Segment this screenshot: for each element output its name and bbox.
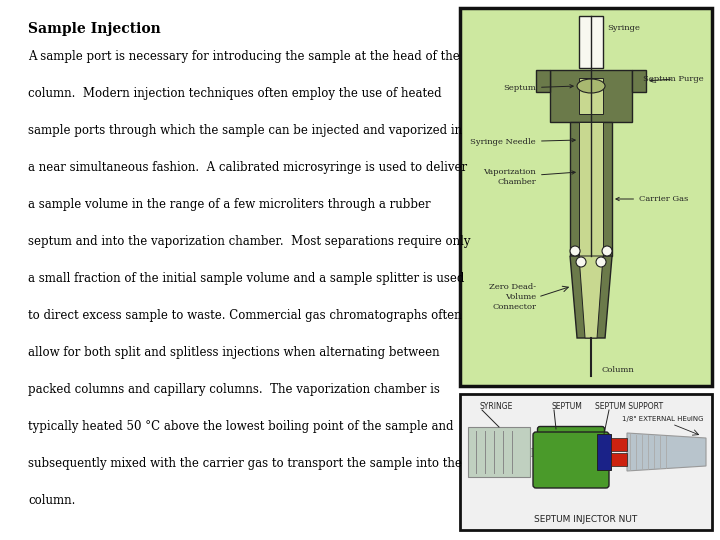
Text: Syringe: Syringe — [607, 24, 640, 32]
Text: SEPTUM: SEPTUM — [552, 402, 583, 411]
Circle shape — [602, 246, 612, 256]
Ellipse shape — [577, 79, 605, 93]
Bar — [468, 427, 530, 477]
Bar — [579, 78, 603, 114]
Text: Carrier Gas: Carrier Gas — [616, 195, 688, 203]
Text: sample ports through which the sample can be injected and vaporized in: sample ports through which the sample ca… — [28, 124, 462, 137]
Text: 1/8" EXTERNAL HEᴜING: 1/8" EXTERNAL HEᴜING — [623, 416, 704, 422]
Text: Zero Dead-
Volume
Connector: Zero Dead- Volume Connector — [489, 282, 536, 312]
Bar — [550, 70, 632, 122]
Text: SEPTUM INJECTOR NUT: SEPTUM INJECTOR NUT — [534, 515, 638, 524]
Text: Column: Column — [601, 366, 634, 374]
Text: typically heated 50 °C above the lowest boiling point of the sample and: typically heated 50 °C above the lowest … — [28, 420, 454, 433]
Polygon shape — [570, 256, 612, 338]
Text: SEPTUM SUPPORT: SEPTUM SUPPORT — [595, 402, 663, 411]
Text: Septum Purge: Septum Purge — [643, 75, 703, 83]
Bar — [536, 70, 550, 92]
Bar — [570, 122, 612, 256]
Text: Sample Injection: Sample Injection — [28, 22, 161, 36]
Text: septum and into the vaporization chamber.  Most separations require only: septum and into the vaporization chamber… — [28, 235, 470, 248]
Bar — [597, 434, 611, 470]
Polygon shape — [579, 256, 603, 338]
Text: SYRINGE: SYRINGE — [480, 402, 513, 411]
Bar — [460, 8, 712, 386]
Bar — [579, 122, 603, 256]
Text: a near simultaneous fashion.  A calibrated microsyringe is used to deliver: a near simultaneous fashion. A calibrate… — [28, 161, 467, 174]
Text: Septum: Septum — [503, 84, 573, 92]
Text: to direct excess sample to waste. Commercial gas chromatographs often: to direct excess sample to waste. Commer… — [28, 309, 462, 322]
Text: a small fraction of the initial sample volume and a sample splitter is used: a small fraction of the initial sample v… — [28, 272, 464, 285]
FancyBboxPatch shape — [538, 427, 605, 477]
Text: A sample port is necessary for introducing the sample at the head of the: A sample port is necessary for introduci… — [28, 50, 460, 63]
Text: packed columns and capillary columns.  The vaporization chamber is: packed columns and capillary columns. Th… — [28, 383, 440, 396]
Bar — [460, 394, 712, 530]
Text: column.  Modern injection techniques often employ the use of heated: column. Modern injection techniques ofte… — [28, 87, 441, 100]
Bar — [611, 453, 627, 466]
Text: a sample volume in the range of a few microliters through a rubber: a sample volume in the range of a few mi… — [28, 198, 431, 211]
Polygon shape — [627, 433, 706, 471]
Circle shape — [596, 257, 606, 267]
Text: Syringe Needle: Syringe Needle — [470, 138, 575, 146]
Circle shape — [570, 246, 580, 256]
Bar — [530, 448, 540, 456]
Bar — [632, 70, 646, 92]
Circle shape — [576, 257, 586, 267]
FancyBboxPatch shape — [533, 432, 609, 488]
Text: subsequently mixed with the carrier gas to transport the sample into the: subsequently mixed with the carrier gas … — [28, 457, 462, 470]
Text: Vaporization
Chamber: Vaporization Chamber — [483, 168, 575, 186]
Bar — [579, 16, 603, 68]
Text: column.: column. — [28, 494, 76, 507]
Text: allow for both split and splitless injections when alternating between: allow for both split and splitless injec… — [28, 346, 440, 359]
Bar — [611, 438, 627, 451]
